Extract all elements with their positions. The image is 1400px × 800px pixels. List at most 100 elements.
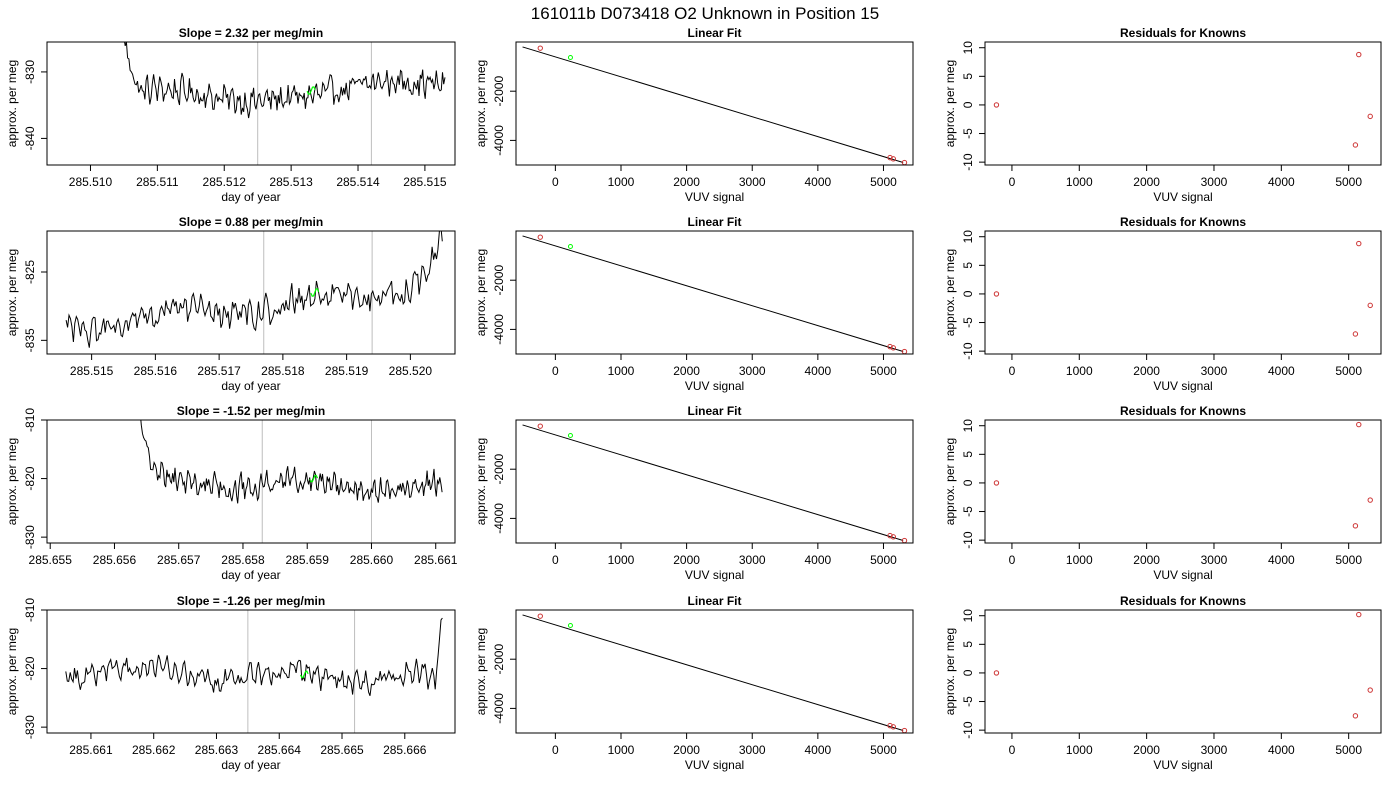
y-tick-label: -820 xyxy=(23,466,37,490)
y-axis-label: approx. per meg xyxy=(943,438,957,525)
chart-panel-2-3: Residuals for Knowns 0 1000 2000 3000 4000 500… xyxy=(943,215,1382,393)
y-tick-label: 5 xyxy=(961,641,975,648)
chart-panel-4-3: Residuals for Knowns 0 1000 2000 3000 4000 500… xyxy=(943,594,1382,772)
residual-point xyxy=(993,102,1000,108)
x-axis-label: VUV signal xyxy=(685,568,744,582)
plot-frame xyxy=(515,41,914,166)
time-series-trace xyxy=(65,617,443,696)
unknown-point xyxy=(567,622,573,628)
panel-title: Slope = -1.26 per meg/min xyxy=(177,594,325,608)
x-tick-label: 285.666 xyxy=(383,743,427,757)
plot-frame xyxy=(515,230,914,355)
known-point xyxy=(537,234,543,240)
panel-title: Linear Fit xyxy=(687,594,741,608)
plot-area xyxy=(993,240,1373,337)
x-tick-label: 285.661 xyxy=(414,553,458,567)
y-axis-label: approx. per meg xyxy=(474,249,488,336)
x-tick-label: 5000 xyxy=(870,364,897,378)
x-tick-label: 3000 xyxy=(1201,553,1228,567)
x-tick-label: 2000 xyxy=(673,175,700,189)
fit-line xyxy=(522,46,904,164)
x-tick-label: 1000 xyxy=(608,175,635,189)
x-tick-label: 285.658 xyxy=(221,553,265,567)
x-axis-label: VUV signal xyxy=(685,379,744,393)
x-tick-label: 285.515 xyxy=(403,175,447,189)
x-tick-label: 285.662 xyxy=(132,743,176,757)
unknown-sample-highlight xyxy=(300,670,309,679)
x-tick-label: 285.655 xyxy=(29,553,73,567)
y-tick-label: -5 xyxy=(961,128,975,139)
panel-title: Residuals for Knowns xyxy=(1120,594,1246,608)
chart-panel-1-3: Residuals for Knowns 0 1000 2000 3000 4000 500… xyxy=(943,26,1382,204)
chart-panel-4-2: Linear Fit 0 1000 2000 3000 4000 5000 -2000 -400… xyxy=(474,594,914,772)
known-point xyxy=(890,156,897,162)
x-tick-label: 2000 xyxy=(1133,364,1160,378)
y-tick-label: -830 xyxy=(23,525,37,549)
residual-point xyxy=(1356,421,1362,428)
fit-line xyxy=(522,614,904,732)
x-axis-label: day of year xyxy=(221,758,280,772)
y-tick-label: 5 xyxy=(961,451,975,458)
panel-title: Residuals for Knowns xyxy=(1120,26,1246,40)
x-tick-label: 285.660 xyxy=(350,553,394,567)
residual-point xyxy=(1356,611,1362,618)
y-tick-label: -2000 xyxy=(492,644,506,675)
x-tick-label: 0 xyxy=(1009,743,1016,757)
chart-panel-1-2: Linear Fit 0 1000 2000 3000 4000 5000 -2000 -400… xyxy=(474,26,914,204)
panel-title: Residuals for Knowns xyxy=(1120,215,1246,229)
x-tick-label: 4000 xyxy=(1268,743,1295,757)
y-tick-label: -10 xyxy=(961,153,975,171)
x-tick-label: 285.665 xyxy=(320,743,364,757)
known-point xyxy=(887,532,893,539)
plot-area xyxy=(522,423,908,543)
unknown-sample-highlight xyxy=(306,86,316,95)
known-point xyxy=(890,724,897,730)
x-tick-label: 5000 xyxy=(1335,553,1362,567)
panel-title: Residuals for Knowns xyxy=(1120,404,1246,418)
known-point xyxy=(537,45,543,51)
x-tick-label: 285.661 xyxy=(69,743,113,757)
x-tick-label: 2000 xyxy=(673,743,700,757)
x-axis-label: day of year xyxy=(221,190,280,204)
unknown-point xyxy=(567,54,573,60)
residual-point xyxy=(1367,497,1373,503)
x-tick-label: 285.511 xyxy=(136,175,179,189)
residual-point xyxy=(993,670,1000,676)
x-tick-label: 285.515 xyxy=(70,364,114,378)
residual-point xyxy=(1352,331,1359,337)
plot-area xyxy=(522,613,908,733)
x-tick-label: 285.657 xyxy=(157,553,201,567)
plot-area xyxy=(522,234,908,354)
x-tick-label: 4000 xyxy=(1268,175,1295,189)
plot-area xyxy=(993,611,1373,719)
unknown-point xyxy=(567,243,573,249)
x-axis-label: VUV signal xyxy=(1153,568,1212,582)
x-tick-label: 285.520 xyxy=(389,364,433,378)
chart-panel-2-2: Linear Fit 0 1000 2000 3000 4000 5000 -2000 -400… xyxy=(474,215,914,393)
x-tick-label: 2000 xyxy=(673,553,700,567)
panel-title: Slope = 0.88 per meg/min xyxy=(179,215,323,229)
residual-point xyxy=(993,480,1000,486)
y-tick-label: -5 xyxy=(961,696,975,707)
x-tick-label: 285.516 xyxy=(134,364,178,378)
x-tick-label: 2000 xyxy=(1133,743,1160,757)
y-tick-label: 0 xyxy=(961,669,975,676)
unknown-sample-highlight xyxy=(310,288,320,297)
plot-frame xyxy=(46,609,456,734)
y-axis-label: approx. per meg xyxy=(5,249,19,336)
chart-panel-1-1: Slope = 2.32 per meg/min 285.510 285.511 28… xyxy=(5,26,456,204)
residual-point xyxy=(1356,240,1362,247)
x-tick-label: 5000 xyxy=(1335,743,1362,757)
plot-area xyxy=(65,231,443,354)
x-tick-label: 1000 xyxy=(1066,364,1093,378)
residual-point xyxy=(1367,113,1373,120)
y-tick-label: 5 xyxy=(961,73,975,80)
panel-title: Linear Fit xyxy=(687,26,741,40)
residual-point xyxy=(1352,713,1359,719)
x-tick-label: 0 xyxy=(1009,553,1016,567)
plot-frame xyxy=(984,230,1382,355)
y-tick-label: 10 xyxy=(961,230,975,244)
panel-title: Slope = 2.32 per meg/min xyxy=(179,26,323,40)
y-tick-label: -840 xyxy=(23,126,37,150)
